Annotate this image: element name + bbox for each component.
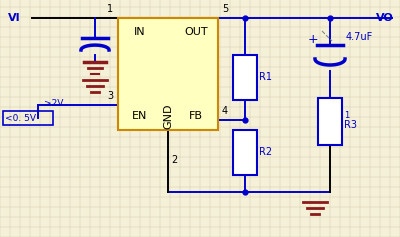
Text: 1: 1 xyxy=(344,110,349,119)
Text: FB: FB xyxy=(189,111,203,121)
Text: <0. 5V: <0. 5V xyxy=(5,114,36,123)
Text: +: + xyxy=(308,32,318,46)
Text: R3: R3 xyxy=(344,120,357,130)
Text: 4.7uF: 4.7uF xyxy=(346,32,373,42)
Bar xyxy=(3,111,53,125)
Text: 3: 3 xyxy=(107,91,113,101)
Text: 2: 2 xyxy=(171,155,177,165)
Text: VI: VI xyxy=(8,13,21,23)
Bar xyxy=(233,55,257,100)
Bar xyxy=(118,18,218,130)
Text: 5: 5 xyxy=(222,4,228,14)
Bar xyxy=(318,98,342,145)
Text: >2V: >2V xyxy=(44,99,63,108)
Text: R1: R1 xyxy=(259,72,272,82)
Text: OUT: OUT xyxy=(184,27,208,37)
Bar xyxy=(233,130,257,175)
Text: EN: EN xyxy=(132,111,148,121)
Text: R2: R2 xyxy=(259,147,272,157)
Text: 1: 1 xyxy=(107,4,113,14)
Text: 4: 4 xyxy=(222,106,228,116)
Text: IN: IN xyxy=(134,27,146,37)
Text: GND: GND xyxy=(163,103,173,129)
Text: VO: VO xyxy=(376,13,394,23)
